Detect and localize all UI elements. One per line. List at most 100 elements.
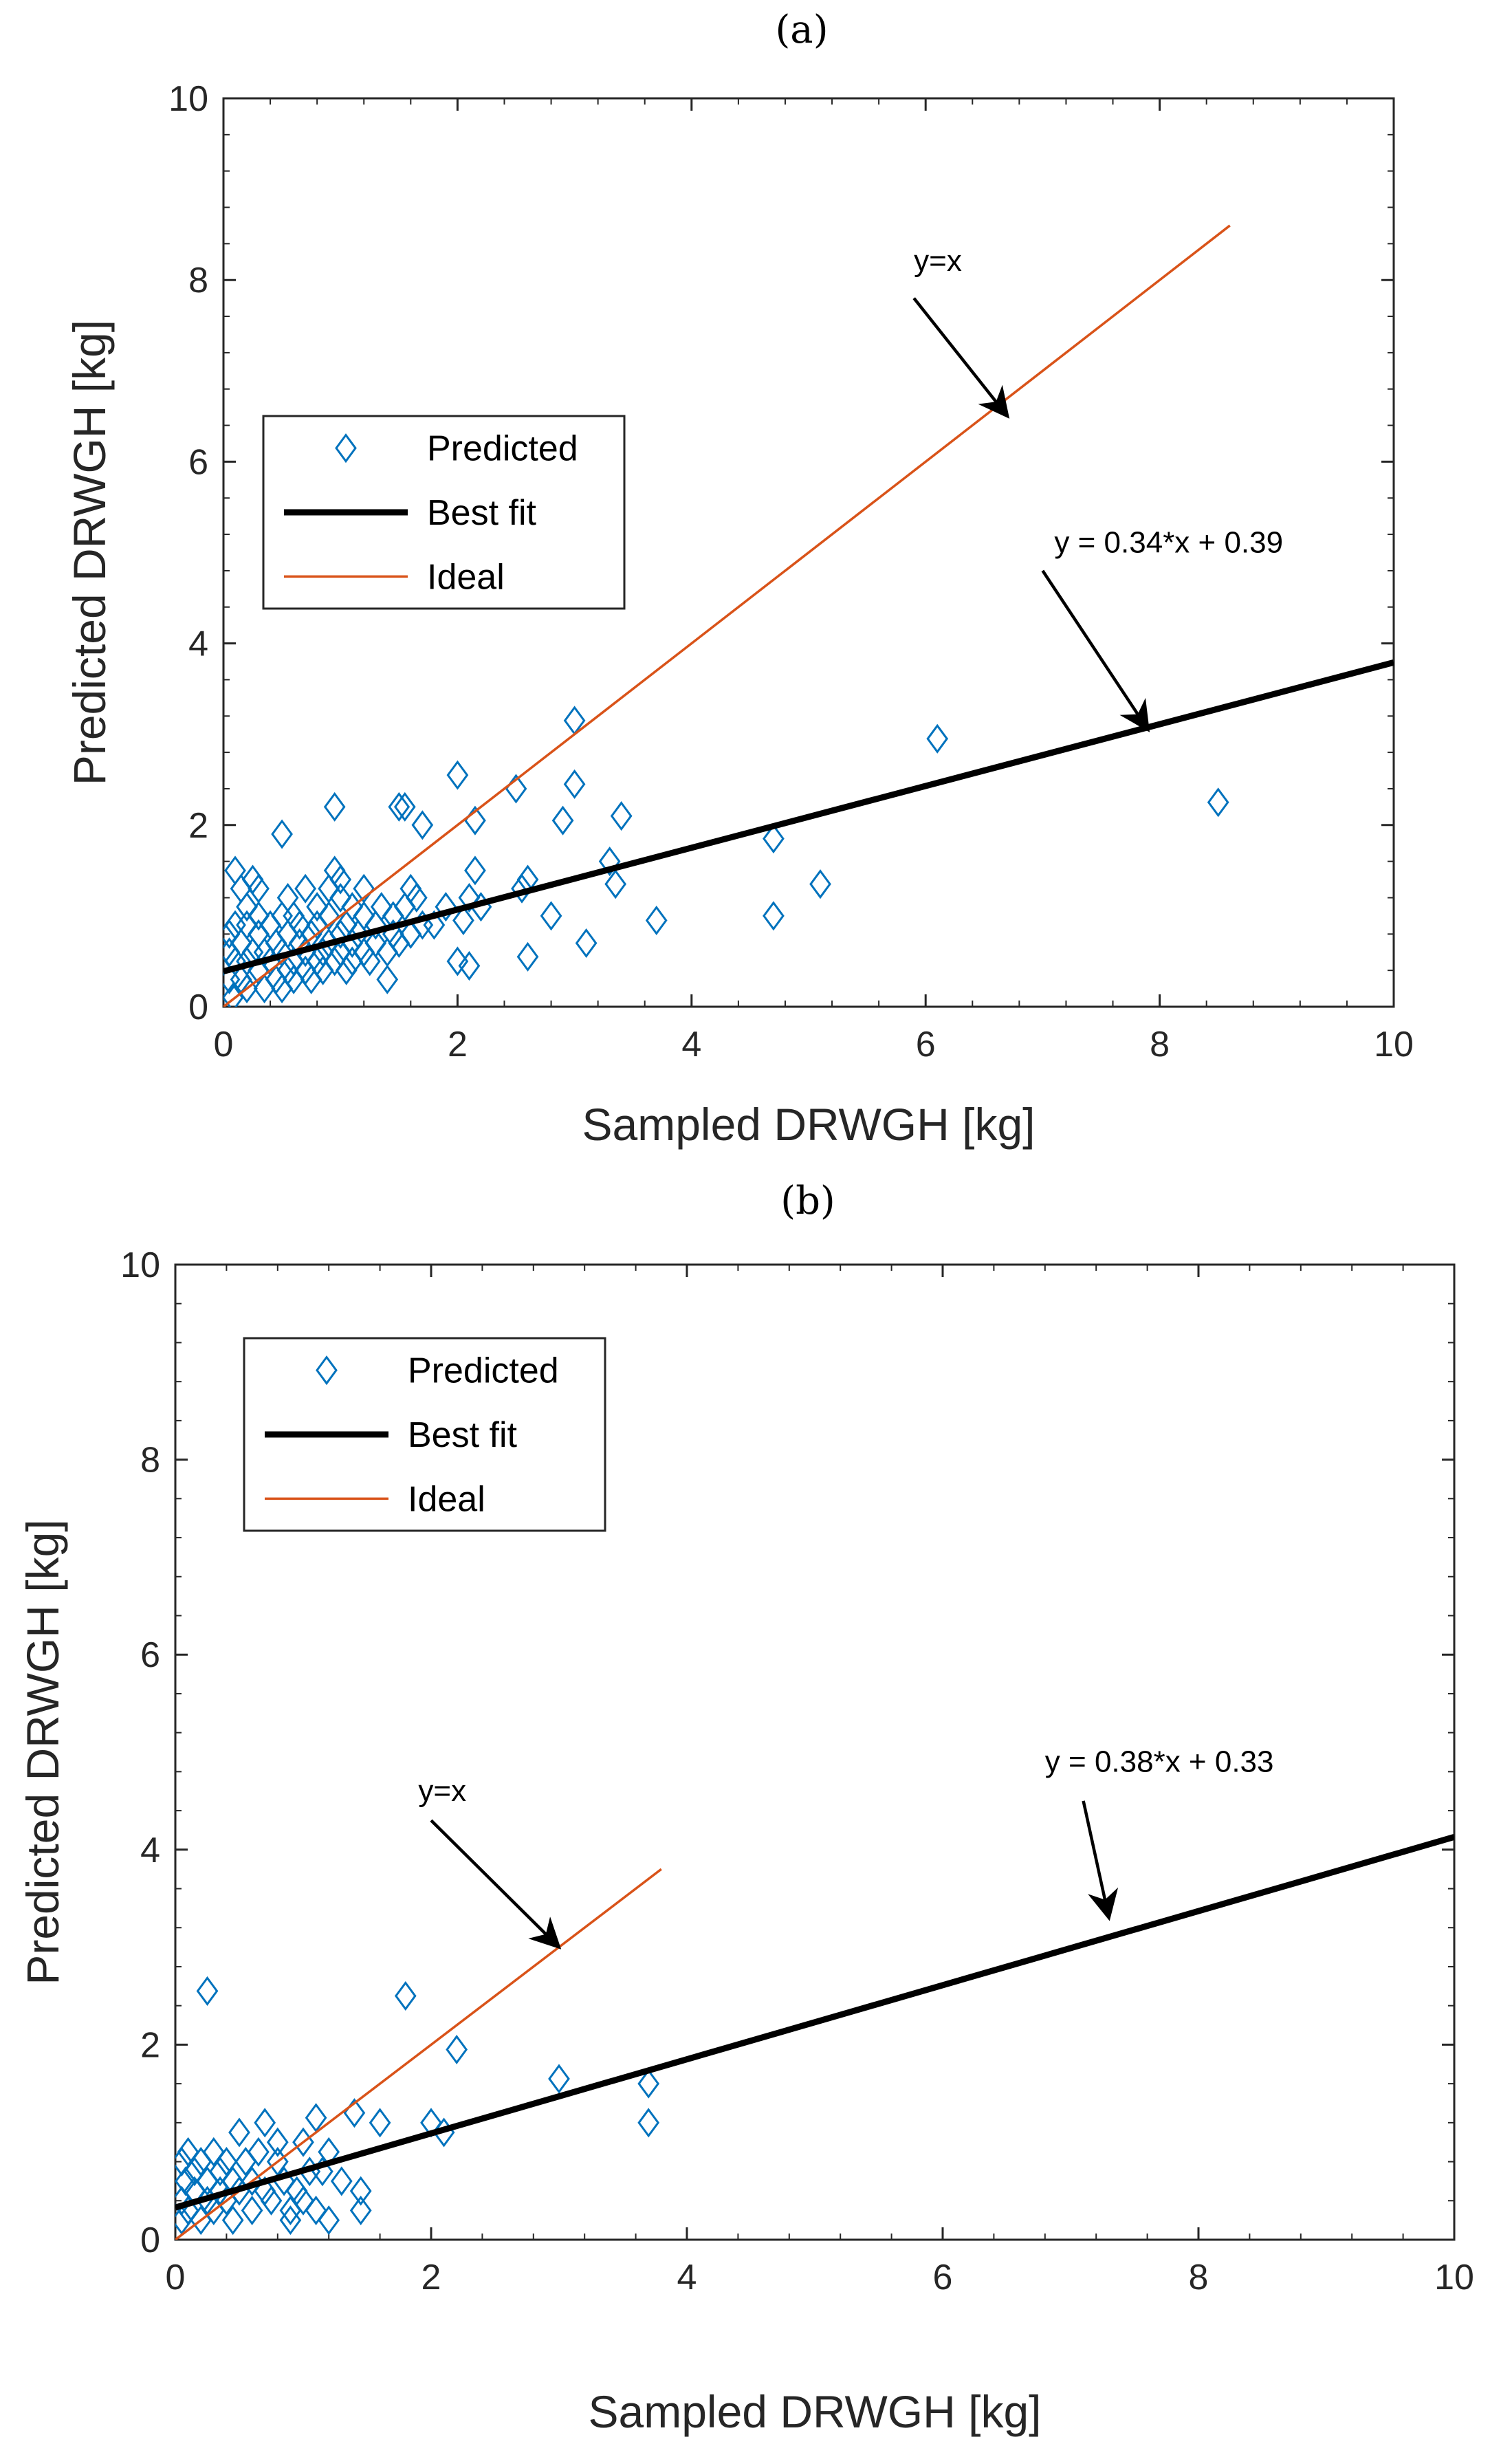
data-point <box>184 2156 206 2187</box>
y-tick-label: 10 <box>168 79 208 119</box>
best-fit-line <box>223 659 1394 974</box>
data-point <box>446 946 469 976</box>
data-point <box>516 941 539 972</box>
legend-marker-predicted <box>316 1355 338 1386</box>
data-point <box>292 2185 314 2216</box>
data-point <box>305 2195 327 2225</box>
data-point <box>411 810 434 840</box>
data-point <box>202 2137 225 2167</box>
data-point <box>388 791 410 822</box>
legend-label: Best fit <box>408 1415 517 1455</box>
y-tick-label: 2 <box>140 2025 160 2065</box>
data-point <box>926 723 949 754</box>
data-point <box>196 1976 219 2006</box>
data-point <box>511 873 533 904</box>
data-point <box>306 892 329 922</box>
legend-label: Predicted <box>427 429 578 469</box>
data-point <box>349 2195 372 2225</box>
data-point <box>209 2156 231 2187</box>
y-tick-label: 0 <box>188 987 208 1027</box>
data-point <box>353 901 375 931</box>
data-point <box>323 946 346 976</box>
data-point <box>329 882 352 913</box>
panel-a: (a) 0 2 4 6 8 10 0 2 4 6 8 10 Sampled DRWGH [kg] Predi… <box>64 8 1414 1150</box>
y-axis-label: Predicted DRWGH [kg] <box>17 1519 68 1985</box>
annotation-arrow <box>1041 569 1150 732</box>
x-tick-label: 4 <box>677 2258 697 2297</box>
legend-marker-predicted <box>335 433 357 463</box>
data-point <box>215 2147 238 2177</box>
panel-title: (b) <box>780 1179 835 1223</box>
data-point <box>266 2127 289 2157</box>
legend-label: Ideal <box>427 557 505 597</box>
y-tick-label: 2 <box>188 806 208 846</box>
data-point <box>763 824 785 854</box>
annotation-arrow <box>430 1819 562 1950</box>
data-point <box>221 2205 244 2236</box>
y-tick-label: 0 <box>140 2220 160 2260</box>
data-point <box>551 805 574 836</box>
data-point <box>458 951 481 981</box>
data-point <box>294 873 317 904</box>
plot-area <box>223 224 1394 1007</box>
data-point <box>330 2166 353 2196</box>
x-tick-label: 10 <box>1374 1025 1414 1064</box>
data-point <box>223 919 241 949</box>
data-point <box>464 855 486 886</box>
data-point <box>1207 787 1229 818</box>
x-tick-label: 6 <box>933 2258 953 2297</box>
data-point <box>329 864 352 895</box>
data-point <box>248 901 270 931</box>
legend-label: Best fit <box>427 493 536 533</box>
data-point <box>370 892 393 922</box>
data-point <box>228 2117 250 2148</box>
y-tick-label: 4 <box>188 624 208 664</box>
data-point <box>637 2068 660 2099</box>
data-point <box>394 1980 417 2011</box>
data-point <box>177 2137 199 2167</box>
annotation-text: y=x <box>914 244 962 278</box>
annotation-text: y = 0.34*x + 0.39 <box>1054 526 1283 560</box>
data-point <box>305 2103 327 2133</box>
data-point <box>452 905 474 936</box>
data-point <box>248 2137 270 2167</box>
data-point <box>575 928 598 959</box>
ideal-line <box>223 224 1231 1007</box>
x-tick-label: 8 <box>1189 2258 1209 2297</box>
legend-label: Predicted <box>408 1351 559 1391</box>
data-point <box>329 919 352 949</box>
data-point <box>369 2108 391 2138</box>
data-point <box>349 2176 372 2206</box>
data-point <box>364 928 387 959</box>
x-axis-label: Sampled DRWGH [kg] <box>582 1099 1036 1150</box>
plot-area <box>175 1834 1454 2240</box>
x-tick-label: 4 <box>681 1025 701 1064</box>
data-point <box>393 791 416 822</box>
data-point <box>405 882 428 913</box>
data-point <box>318 2205 340 2236</box>
data-point <box>279 2205 302 2236</box>
data-point <box>540 901 562 931</box>
annotation-arrow <box>1082 1800 1119 1921</box>
data-point <box>241 2195 263 2225</box>
data-point <box>175 2166 197 2196</box>
annotation-text: y=x <box>418 1774 466 1808</box>
legend-label: Ideal <box>408 1479 485 1519</box>
annotation-text: y = 0.38*x + 0.33 <box>1045 1745 1274 1778</box>
y-tick-label: 6 <box>188 442 208 482</box>
y-tick-label: 8 <box>188 261 208 301</box>
data-point <box>288 910 311 940</box>
panel-b: (b) 0 2 4 6 8 10 0 2 4 6 8 10 Sampled DRWGH [kg] Predi… <box>17 1179 1474 2437</box>
data-point <box>175 2205 193 2236</box>
x-tick-label: 2 <box>448 1025 468 1064</box>
data-point <box>809 869 831 899</box>
data-point <box>604 869 627 899</box>
data-point <box>446 2034 468 2065</box>
data-point <box>254 2108 276 2138</box>
data-point <box>318 901 340 931</box>
data-point <box>645 905 668 936</box>
y-tick-label: 4 <box>140 1831 160 1870</box>
data-point <box>323 791 346 822</box>
x-tick-label: 0 <box>214 1025 234 1064</box>
